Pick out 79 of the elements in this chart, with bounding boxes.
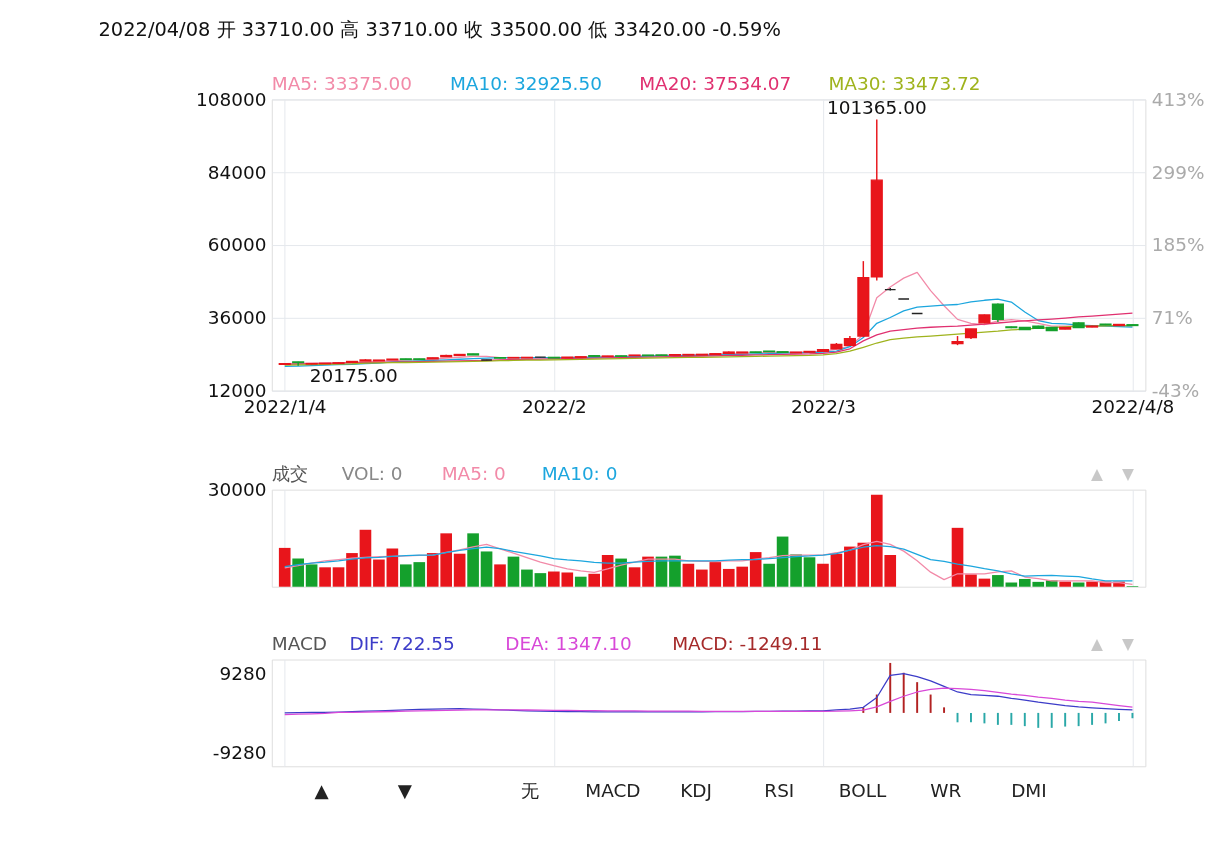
- bar: [588, 573, 601, 587]
- annotation: 101365.00: [826, 96, 927, 118]
- bar: [453, 553, 466, 587]
- bar: [776, 536, 789, 587]
- y-tick-label: -9280: [212, 741, 267, 763]
- annotation: 20175.00: [309, 365, 398, 387]
- text: MA5: 0: [441, 462, 506, 484]
- bar: [305, 564, 318, 587]
- text: ▼: [397, 780, 413, 802]
- bar: [319, 567, 331, 587]
- bar: [992, 575, 1004, 587]
- text: DEA: 1347.10: [505, 632, 632, 654]
- chart-title: MACD: [271, 632, 328, 654]
- text: MA20: 37534.07: [639, 72, 792, 94]
- text: MA5: 33375.00: [271, 72, 413, 94]
- bar: [534, 573, 547, 587]
- y-tick-label: 84000: [207, 161, 267, 183]
- bar: [1005, 582, 1018, 587]
- y-tick-label: 30000: [207, 478, 267, 500]
- bar: [494, 564, 506, 587]
- bar: [749, 552, 762, 587]
- bar: [669, 555, 681, 587]
- y2-tick-label: 299%: [1151, 161, 1205, 183]
- y-tick-label: 9280: [219, 662, 267, 684]
- x-tick-label: 2022/2: [521, 396, 587, 418]
- bar: [965, 574, 977, 587]
- candlestick: [292, 361, 305, 367]
- text: MACD: -1249.11: [672, 632, 823, 654]
- y-tick-label: 108000: [196, 88, 267, 110]
- text: BOLL: [838, 780, 887, 802]
- text: 无: [520, 780, 539, 802]
- bar: [803, 557, 816, 587]
- bar: [978, 578, 991, 587]
- text: ▲: [314, 780, 330, 802]
- bar: [790, 554, 802, 587]
- text: WR: [930, 780, 962, 802]
- bar: [480, 551, 493, 587]
- chart-title: 2022/04/08 开 33710.00 高 33710.00 收 33500.00 低 33420.00 -0.59%: [98, 18, 781, 42]
- bar: [830, 553, 843, 587]
- line-series: [284, 687, 1134, 716]
- bar: [373, 559, 385, 587]
- text: MA10: 32925.50: [449, 72, 602, 94]
- bar: [682, 563, 695, 587]
- bar: [467, 533, 479, 587]
- text: MA30: 33473.72: [828, 72, 981, 94]
- x-tick-label: 2022/3: [791, 396, 856, 418]
- bar: [359, 529, 372, 587]
- text: ▲: [1090, 464, 1103, 483]
- bar: [278, 547, 291, 587]
- y-tick-label: 60000: [207, 234, 267, 256]
- bar: [642, 556, 654, 587]
- bar: [1072, 582, 1085, 587]
- bar: [346, 553, 358, 587]
- bar: [332, 567, 345, 587]
- text: DMI: [1011, 780, 1047, 802]
- bar: [817, 563, 829, 587]
- chart-title: 成交: [271, 462, 308, 484]
- y2-tick-label: 71%: [1151, 307, 1193, 329]
- bar: [574, 576, 587, 587]
- text: KDJ: [680, 780, 712, 802]
- bar: [951, 527, 964, 587]
- text: ▼: [1121, 634, 1134, 653]
- bar: [292, 558, 304, 587]
- bar: [844, 546, 856, 587]
- y2-tick-label: 413%: [1151, 88, 1205, 110]
- text: MACD: [585, 780, 641, 802]
- y-tick-label: 36000: [207, 307, 267, 329]
- text: RSI: [764, 780, 795, 802]
- bar: [521, 569, 533, 587]
- text: DIF: 722.55: [349, 632, 455, 654]
- text: ▼: [1121, 464, 1134, 483]
- text: VOL: 0: [341, 462, 403, 484]
- bar: [628, 567, 641, 587]
- bar: [386, 548, 399, 587]
- y2-tick-label: 185%: [1151, 234, 1205, 256]
- bar: [763, 563, 775, 587]
- text: MA10: 0: [541, 462, 618, 484]
- bar: [507, 556, 520, 587]
- text: ▲: [1090, 634, 1103, 653]
